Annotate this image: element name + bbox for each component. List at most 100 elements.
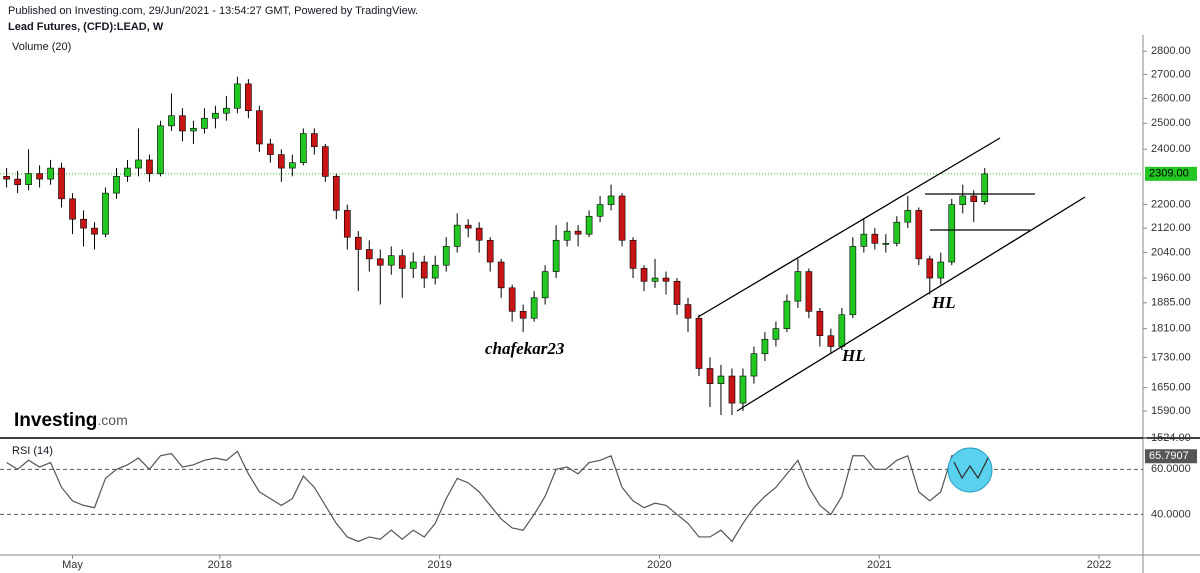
- candle-body: [80, 218, 87, 229]
- rsi-tick-label: 40.0000: [1151, 508, 1191, 520]
- candle-body: [717, 375, 725, 384]
- candle-body: [772, 328, 780, 340]
- candle-body: [904, 210, 912, 223]
- candle-body: [761, 338, 769, 355]
- candle-body: [201, 117, 208, 129]
- candle-body: [552, 239, 560, 272]
- candle-body: [332, 176, 340, 211]
- candle-body: [662, 277, 670, 282]
- candle-body: [409, 261, 417, 269]
- candle-body: [882, 243, 890, 245]
- candle-body: [157, 125, 164, 174]
- highlight-sketch: [953, 457, 989, 480]
- candle-body: [91, 227, 98, 235]
- candle-body: [827, 335, 835, 347]
- candle-body: [937, 261, 945, 279]
- candle-body: [354, 236, 362, 250]
- candle-body: [629, 239, 637, 269]
- candle-body: [343, 210, 351, 238]
- rsi-tick-label: 60.0000: [1151, 463, 1191, 475]
- candle-body: [926, 258, 934, 279]
- x-tick-label: 2022: [1087, 559, 1111, 571]
- candle-body: [300, 133, 307, 163]
- logo: Investing.com: [14, 410, 128, 431]
- candle-body: [464, 224, 472, 229]
- annotation: HL: [841, 346, 866, 365]
- channel-lower: [736, 196, 1086, 412]
- candle-body: [58, 167, 65, 200]
- candle-body: [146, 159, 153, 174]
- y-tick-label: 1590.00: [1151, 405, 1191, 417]
- candle-body: [959, 195, 967, 205]
- candle-body: [970, 195, 978, 203]
- candle-body: [289, 162, 296, 169]
- candle-body: [651, 277, 659, 282]
- candle-body: [442, 246, 450, 266]
- y-tick-label: 2200.00: [1151, 198, 1191, 210]
- candle-body: [212, 112, 219, 119]
- y-tick-label: 1810.00: [1151, 323, 1191, 335]
- candle-body: [47, 167, 54, 180]
- candle-body: [541, 271, 549, 299]
- candle-body: [124, 167, 131, 177]
- candle-body: [684, 304, 692, 319]
- candle-body: [706, 368, 714, 384]
- candle-body: [794, 271, 802, 302]
- candle-body: [871, 233, 879, 244]
- y-tick-label: 2600.00: [1151, 92, 1191, 104]
- candle-body: [849, 246, 857, 316]
- y-tick-label: 2500.00: [1151, 117, 1191, 129]
- candle-body: [256, 110, 263, 145]
- candle-body: [179, 115, 186, 132]
- candle-body: [278, 154, 285, 169]
- candle-body: [190, 128, 197, 132]
- x-tick-label: 2018: [208, 559, 232, 571]
- candle-body: [486, 239, 494, 263]
- y-tick-label: 2120.00: [1151, 222, 1191, 234]
- candle-body: [102, 192, 109, 235]
- chart-title: Lead Futures, (CFD):LEAD, W: [8, 21, 164, 33]
- candle-body: [36, 173, 43, 180]
- candle-body: [618, 195, 626, 241]
- candle-body: [915, 210, 923, 260]
- y-tick-label: 2400.00: [1151, 143, 1191, 155]
- annotation: chafekar23: [485, 339, 565, 358]
- candle-body: [311, 133, 318, 147]
- candle-body: [563, 230, 571, 241]
- logo-suffix: .com: [97, 412, 127, 428]
- rsi-value-tag: [1145, 449, 1197, 464]
- candle-body: [113, 176, 120, 194]
- annotation: HL: [931, 293, 956, 312]
- subtitle: Published on Investing.com, 29/Jun/2021 …: [8, 5, 418, 17]
- candle-body: [860, 233, 868, 247]
- y-tick-label: 1960.00: [1151, 272, 1191, 284]
- candle-body: [640, 268, 648, 282]
- candle-body: [267, 143, 274, 155]
- rsi-line: [6, 450, 986, 543]
- candle-body: [365, 249, 373, 260]
- candle-body: [234, 83, 241, 109]
- candle-body: [530, 297, 538, 319]
- candle-body: [816, 311, 824, 337]
- candle-body: [14, 178, 21, 185]
- drawings: 1524.00 1590.00 1650.00 1730.00 1810.00 1885.…: [0, 45, 1197, 571]
- y-tick-label: 1650.00: [1151, 381, 1191, 393]
- x-tick-label: 2019: [427, 559, 451, 571]
- last-price-label: 2309.00: [1149, 168, 1189, 180]
- channel-upper: [697, 137, 1001, 318]
- volume-label: Volume (20): [12, 41, 71, 53]
- candle-body: [728, 375, 736, 404]
- x-tick-label: 2021: [867, 559, 891, 571]
- candle-body: [673, 280, 681, 305]
- x-tick-label: 2020: [647, 559, 671, 571]
- candle-body: [508, 287, 516, 312]
- y-tick-label: 2040.00: [1151, 246, 1191, 258]
- candle-body: [783, 300, 791, 329]
- candle-body: [3, 176, 10, 180]
- candle-body: [805, 271, 813, 312]
- y-tick-label: 1885.00: [1151, 297, 1191, 309]
- candle-body: [223, 107, 230, 114]
- candle-body: [585, 215, 593, 235]
- candle-body: [168, 115, 175, 127]
